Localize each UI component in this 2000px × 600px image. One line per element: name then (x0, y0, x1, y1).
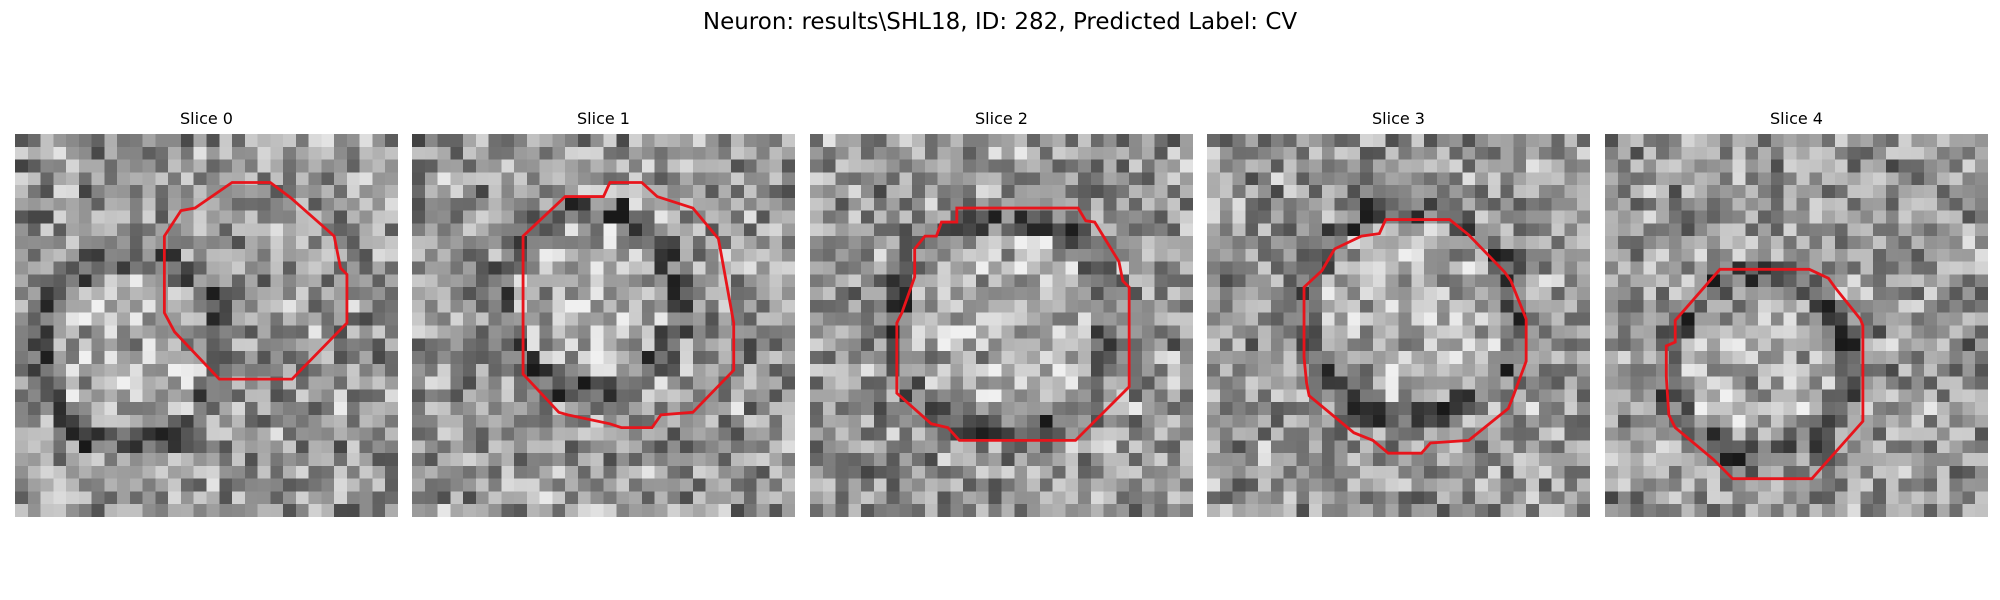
pixel-texture (15, 134, 398, 517)
pixel-texture (412, 134, 795, 517)
pixel-texture (810, 134, 1193, 517)
slice-title: Slice 0 (180, 109, 233, 128)
pixel-texture (1207, 134, 1590, 517)
slice-image (412, 134, 795, 517)
roi-contour (1302, 218, 1528, 455)
slice-title: Slice 3 (1372, 109, 1425, 128)
slice-panel-0: Slice 0 (15, 108, 398, 518)
slice-title: Slice 1 (577, 109, 630, 128)
slice-title: Slice 4 (1770, 109, 1823, 128)
roi-contour (1664, 267, 1865, 481)
roi-contour (895, 206, 1131, 442)
slice-image (810, 134, 1193, 517)
slice-image (15, 134, 398, 517)
slice-panel-3: Slice 3 (1207, 108, 1590, 518)
slice-image (1605, 134, 1988, 517)
slice-panel-2: Slice 2 (810, 108, 1193, 518)
slice-panel-4: Slice 4 (1605, 108, 1988, 518)
slice-image (1207, 134, 1590, 517)
roi-contour (162, 181, 349, 381)
roi-contour (521, 181, 736, 430)
slice-panel-1: Slice 1 (412, 108, 795, 518)
pixel-texture (1605, 134, 1988, 517)
figure-title: Neuron: results\SHL18, ID: 282, Predicte… (702, 9, 1298, 35)
slice-title: Slice 2 (975, 109, 1028, 128)
